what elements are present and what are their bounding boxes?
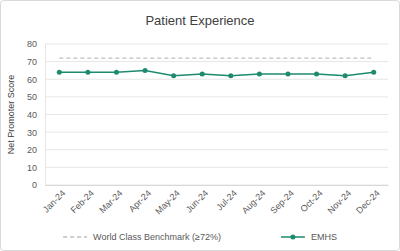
- legend-marker: [290, 235, 295, 240]
- y-tick-label: 30: [27, 128, 37, 138]
- grid-line: [45, 114, 388, 115]
- x-tick-label: Dec-24: [354, 188, 382, 216]
- grid-line: [45, 149, 388, 150]
- x-tick: Mar-24: [97, 185, 124, 215]
- grid-line: [45, 185, 388, 186]
- series-marker: [171, 73, 176, 78]
- legend-item: EMHS: [281, 232, 337, 242]
- legend: World Class Benchmark (≥72%) EMHS: [63, 232, 337, 242]
- y-tick: 40: [27, 110, 45, 120]
- x-tick-label: Jun-24: [184, 188, 211, 215]
- y-tick: 60: [27, 75, 45, 85]
- series-line: [59, 70, 373, 75]
- y-tick-label: 60: [27, 75, 37, 85]
- y-axis-title: Net Promoter Score: [6, 75, 16, 155]
- grid-line: [45, 96, 388, 97]
- y-axis-line: [45, 45, 46, 186]
- x-tick: Jul-24: [214, 185, 238, 212]
- y-tick: 80: [27, 39, 45, 49]
- y-tick-label: 50: [27, 92, 37, 102]
- x-tick: Nov-24: [326, 185, 354, 216]
- series-group: [57, 58, 376, 78]
- legend-symbol: [63, 236, 87, 238]
- x-tick: Jun-24: [184, 185, 211, 215]
- grid-line: [45, 167, 388, 168]
- x-tick-label: Jul-24: [214, 188, 238, 212]
- y-tick: 10: [27, 163, 45, 173]
- x-tick: Aug-24: [240, 185, 268, 216]
- y-axis: 0 10 20 30 40 50 60 70 80: [27, 39, 46, 190]
- x-tick-label: Apr-24: [127, 188, 153, 214]
- grid-line: [45, 132, 388, 133]
- y-tick: 0: [32, 180, 45, 190]
- y-tick-label: 10: [27, 163, 37, 173]
- y-tick-label: 40: [27, 110, 37, 120]
- x-tick-label: Feb-24: [69, 188, 96, 215]
- y-tick-label: 20: [27, 145, 37, 155]
- series-marker: [285, 71, 290, 76]
- x-tick: Sep-24: [268, 185, 296, 216]
- y-tick-label: 70: [27, 57, 37, 67]
- series-marker: [85, 70, 90, 75]
- x-tick: Oct-24: [298, 185, 324, 214]
- chart-title: Patient Experience: [145, 13, 254, 28]
- x-tick-label: Aug-24: [240, 188, 268, 216]
- series-marker: [314, 71, 319, 76]
- y-tick-label: 0: [32, 180, 37, 190]
- plot: 0 10 20 30 40 50 60 70 80 Jan-24Feb-24Mar-24Apr-2…: [27, 39, 389, 216]
- series-marker: [114, 70, 119, 75]
- x-tick: May-24: [153, 185, 181, 216]
- series-marker: [228, 73, 233, 78]
- legend-label: EMHS: [311, 232, 337, 242]
- legend-item: World Class Benchmark (≥72%): [63, 232, 221, 242]
- x-tick-label: Mar-24: [97, 188, 124, 215]
- chart: 0 10 20 30 40 50 60 70 80 Jan-24Feb-24Mar-24Apr-2…: [0, 0, 400, 251]
- grid: [45, 44, 388, 185]
- x-tick-label: May-24: [153, 188, 181, 216]
- grid-line: [45, 61, 388, 62]
- series-line: [59, 57, 373, 58]
- x-tick: Dec-24: [354, 185, 382, 216]
- legend-label: World Class Benchmark (≥72%): [93, 232, 221, 242]
- series-marker: [371, 70, 376, 75]
- grid-line: [45, 79, 388, 80]
- y-tick: 20: [27, 145, 45, 155]
- x-tick: Feb-24: [69, 185, 96, 215]
- y-tick: 30: [27, 128, 45, 138]
- chart-border: [1, 1, 400, 251]
- series-marker: [57, 70, 62, 75]
- x-axis-line: [46, 185, 389, 186]
- x-tick: Jan-24: [41, 185, 68, 215]
- series-marker: [257, 71, 262, 76]
- y-tick: 70: [27, 57, 45, 67]
- x-tick-label: Sep-24: [268, 188, 296, 216]
- series-marker: [343, 73, 348, 78]
- y-tick: 50: [27, 92, 45, 102]
- x-tick-label: Nov-24: [326, 188, 354, 216]
- x-tick-label: Jan-24: [41, 188, 68, 215]
- x-tick: Apr-24: [127, 185, 153, 214]
- y-tick-label: 80: [27, 39, 37, 49]
- x-axis: Jan-24Feb-24Mar-24Apr-24May-24Jun-24Jul-…: [41, 185, 389, 216]
- series-marker: [200, 71, 205, 76]
- x-tick-label: Oct-24: [298, 188, 324, 214]
- grid-line: [45, 44, 388, 45]
- series-marker: [143, 68, 148, 73]
